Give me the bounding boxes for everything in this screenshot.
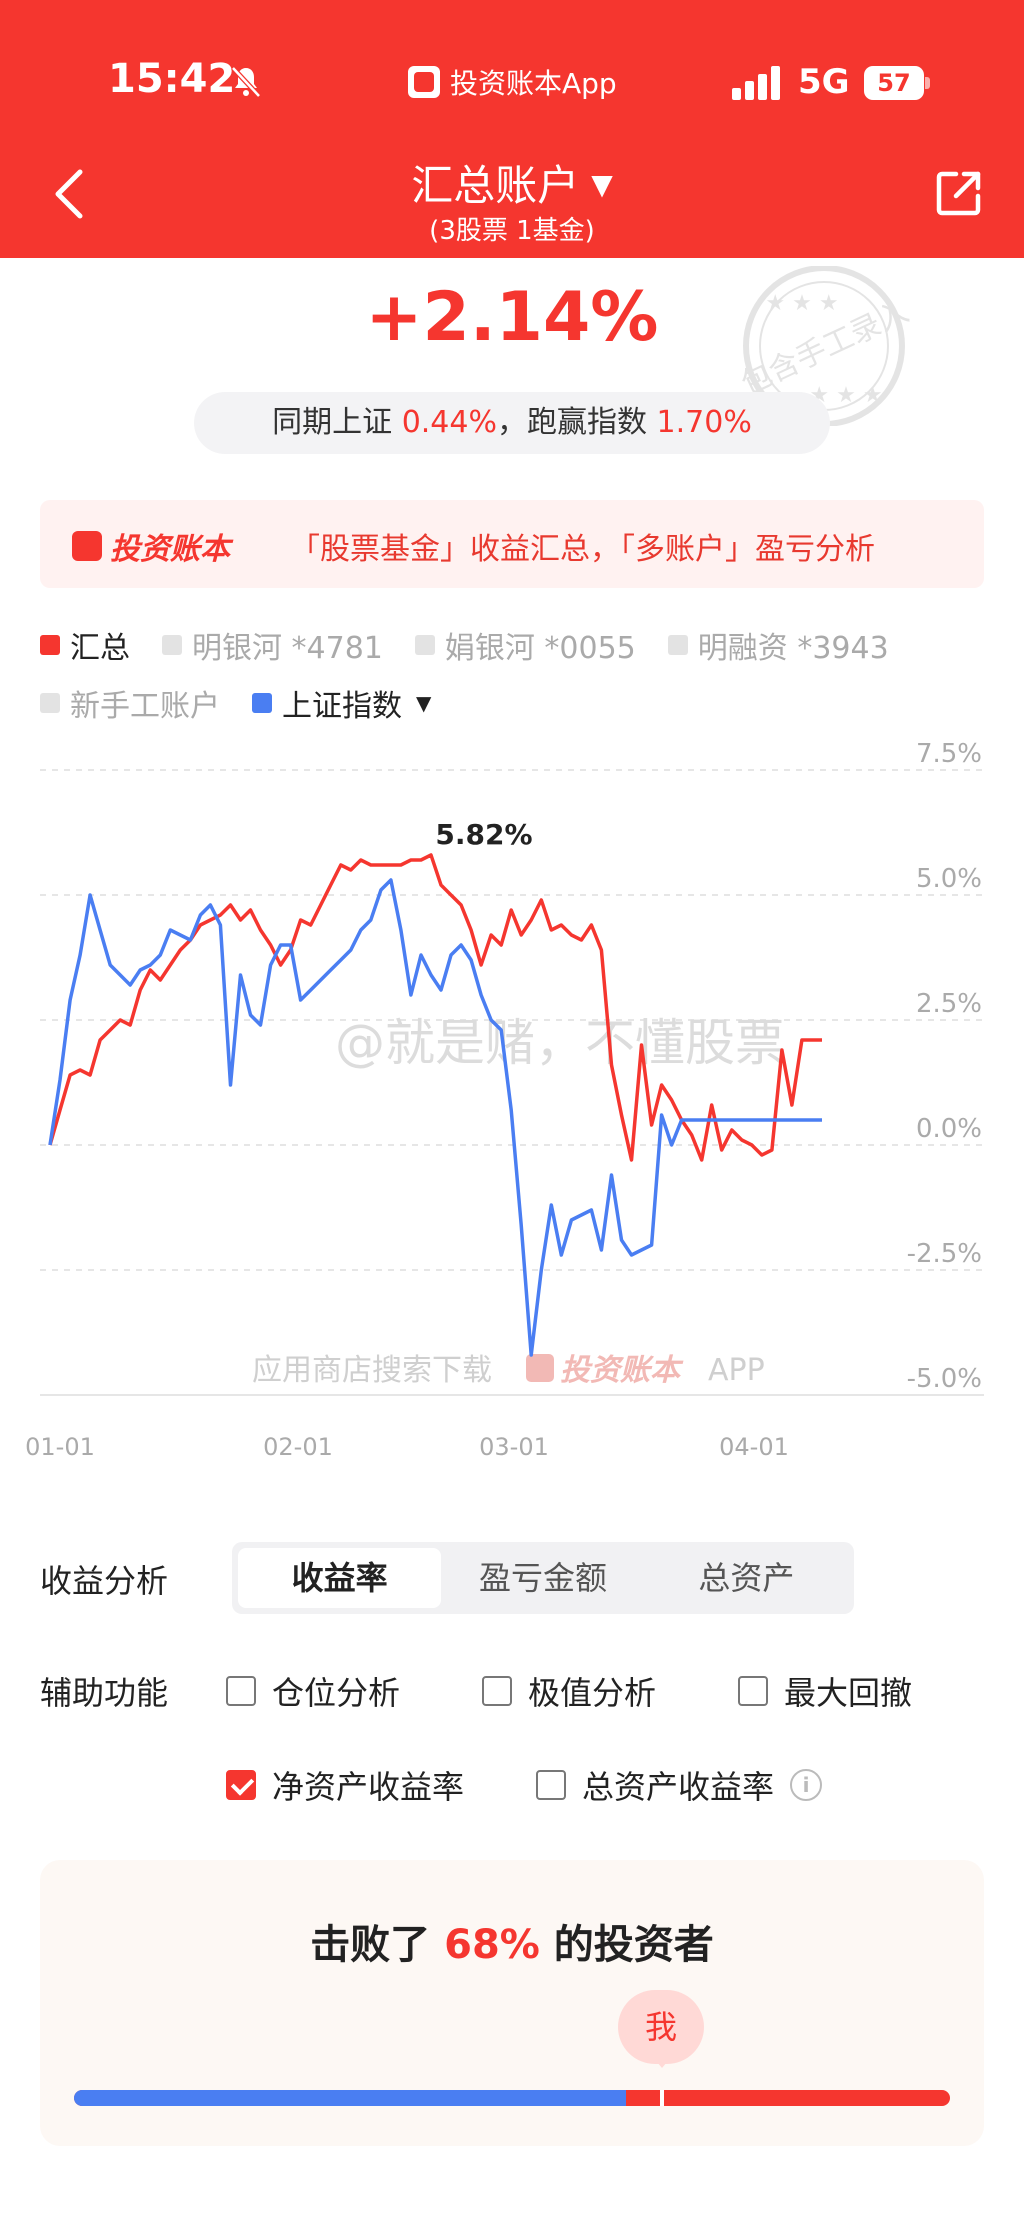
analysis-segmented-control: 收益率 盈亏金额 总资产: [232, 1542, 854, 1614]
page-title: 汇总账户: [411, 161, 580, 210]
ranking-bar-fill: [74, 2090, 626, 2106]
banner-logo: 投资账本: [72, 524, 230, 568]
index-return: 0.44%: [401, 405, 497, 440]
x-tick-label: 04-01: [719, 1433, 789, 1461]
battery-icon: 57: [864, 66, 930, 100]
checkbox[interactable]: [482, 1676, 512, 1706]
app-logo-icon: [408, 66, 440, 98]
checkbox-net-asset-return[interactable]: 净资产收益率: [226, 1762, 464, 1808]
legend-item-account-0055[interactable]: 娟银河 *0055: [414, 623, 636, 667]
chart-watermark: @就是赌，不懂股票: [335, 1014, 785, 1072]
ranking-title: 击败了 68% 的投资者: [310, 1922, 714, 1968]
dropdown-caret-icon: ▼: [591, 168, 613, 201]
excess-return: 1.70%: [656, 405, 752, 440]
chart-footer-suffix: APP: [708, 1353, 765, 1388]
chart-footer-logo-icon: [526, 1354, 554, 1382]
ranking-percent: 68%: [444, 1922, 540, 1968]
checkbox-position-analysis[interactable]: 仓位分析: [226, 1668, 400, 1714]
checkbox[interactable]: [738, 1676, 768, 1706]
brand-logo-icon: [72, 531, 102, 561]
network-type: 5G: [798, 62, 850, 102]
tab-return-rate[interactable]: 收益率: [238, 1548, 442, 1608]
legend-item-manual-account[interactable]: 新手工账户: [40, 681, 220, 725]
info-icon[interactable]: i: [790, 1769, 823, 1801]
tab-profit-amount[interactable]: 盈亏金额: [478, 1559, 607, 1597]
legend-item-account-4781[interactable]: 明银河 *4781: [162, 623, 383, 667]
analysis-row: 收益分析 收益率 盈亏金额 总资产: [40, 1542, 984, 1614]
bell-muted-icon: [231, 66, 261, 98]
app-header: 15:42 投资账本App 5G 57 汇总账户 ▼ (3股票 1基金): [0, 0, 1024, 258]
legend-swatch: [162, 635, 182, 655]
banner-text: 「股票基金」收益汇总，「多账户」盈亏分析: [290, 532, 875, 567]
series-line-index: [48, 878, 822, 1357]
checkbox[interactable]: [226, 1676, 256, 1706]
legend-swatch: [40, 635, 60, 655]
back-arrow-icon[interactable]: [50, 166, 90, 222]
y-tick-label: 0.0%: [916, 1114, 982, 1144]
chart-footer-prefix: 应用商店搜索下载: [252, 1353, 492, 1388]
legend-swatch: [40, 693, 60, 713]
aux-options-row-1: 辅助功能 仓位分析 极值分析 最大回撤: [40, 1662, 1000, 1718]
peak-label: 5.82%: [435, 818, 532, 851]
ranking-bar: [74, 2090, 950, 2106]
source-app-name: 投资账本App: [450, 67, 617, 100]
checkbox-checked[interactable]: [226, 1770, 256, 1800]
me-marker: 我: [618, 1990, 704, 2064]
x-tick-label: 01-01: [25, 1433, 95, 1461]
aux-label: 辅助功能: [40, 1674, 169, 1712]
chart-legend: 汇总 明银河 *4781 娟银河 *0055 明融资 *3943 新手工账户 上…: [40, 616, 1000, 732]
total-return: +2.14%: [365, 278, 659, 357]
legend-swatch: [667, 635, 688, 655]
checkbox[interactable]: [536, 1770, 566, 1800]
account-selector[interactable]: 汇总账户 ▼: [0, 152, 1024, 213]
y-tick-label: 5.0%: [916, 864, 982, 894]
y-tick-label: -5.0%: [907, 1364, 982, 1394]
y-tick-label: 7.5%: [916, 740, 982, 769]
ranking-bar-marker: [660, 2090, 664, 2106]
legend-swatch: [414, 635, 435, 655]
status-time: 15:42: [108, 56, 236, 102]
ranking-card: 击败了 68% 的投资者 我: [40, 1860, 984, 2146]
aux-options-row-2: 净资产收益率 总资产收益率 i: [40, 1756, 1000, 1812]
analysis-label: 收益分析: [40, 1562, 169, 1600]
cellular-signal-icon: [732, 66, 780, 100]
legend-item-summary[interactable]: 汇总: [40, 623, 130, 667]
source-app-chip[interactable]: 投资账本App: [408, 62, 617, 102]
index-compare-pill: 同期上证 0.44%，跑赢指数 1.70%: [194, 392, 830, 454]
x-tick-label: 03-01: [479, 1433, 549, 1461]
series-line-summary: [48, 853, 822, 1162]
legend-swatch: [252, 693, 272, 713]
chart-footer-brand: 投资账本: [560, 1353, 684, 1388]
checkbox-max-drawdown[interactable]: 最大回撤: [738, 1668, 912, 1714]
checkbox-total-asset-return[interactable]: 总资产收益率 i: [536, 1762, 823, 1808]
legend-item-account-3943[interactable]: 明融资 *3943: [667, 623, 889, 667]
legend-item-index[interactable]: 上证指数 ▼: [252, 681, 431, 725]
svg-text:★ ★ ★: ★ ★ ★: [765, 291, 838, 316]
y-tick-label: 2.5%: [916, 989, 982, 1019]
tab-total-assets[interactable]: 总资产: [698, 1559, 795, 1597]
return-line-chart[interactable]: 7.5% 5.0% 2.5% 0.0% -2.5% -5.0% 01-01 02-01 03-0…: [0, 740, 1024, 1470]
y-tick-label: -2.5%: [907, 1239, 982, 1269]
share-icon[interactable]: [934, 168, 984, 218]
promo-banner[interactable]: 投资账本 「股票基金」收益汇总，「多账户」盈亏分析: [40, 500, 984, 588]
page-subtitle: (3股票 1基金): [429, 216, 595, 246]
checkbox-extreme-analysis[interactable]: 极值分析: [482, 1668, 656, 1714]
battery-level: 57: [864, 66, 924, 100]
dropdown-caret-icon: ▼: [416, 691, 432, 715]
x-tick-label: 02-01: [263, 1433, 333, 1461]
